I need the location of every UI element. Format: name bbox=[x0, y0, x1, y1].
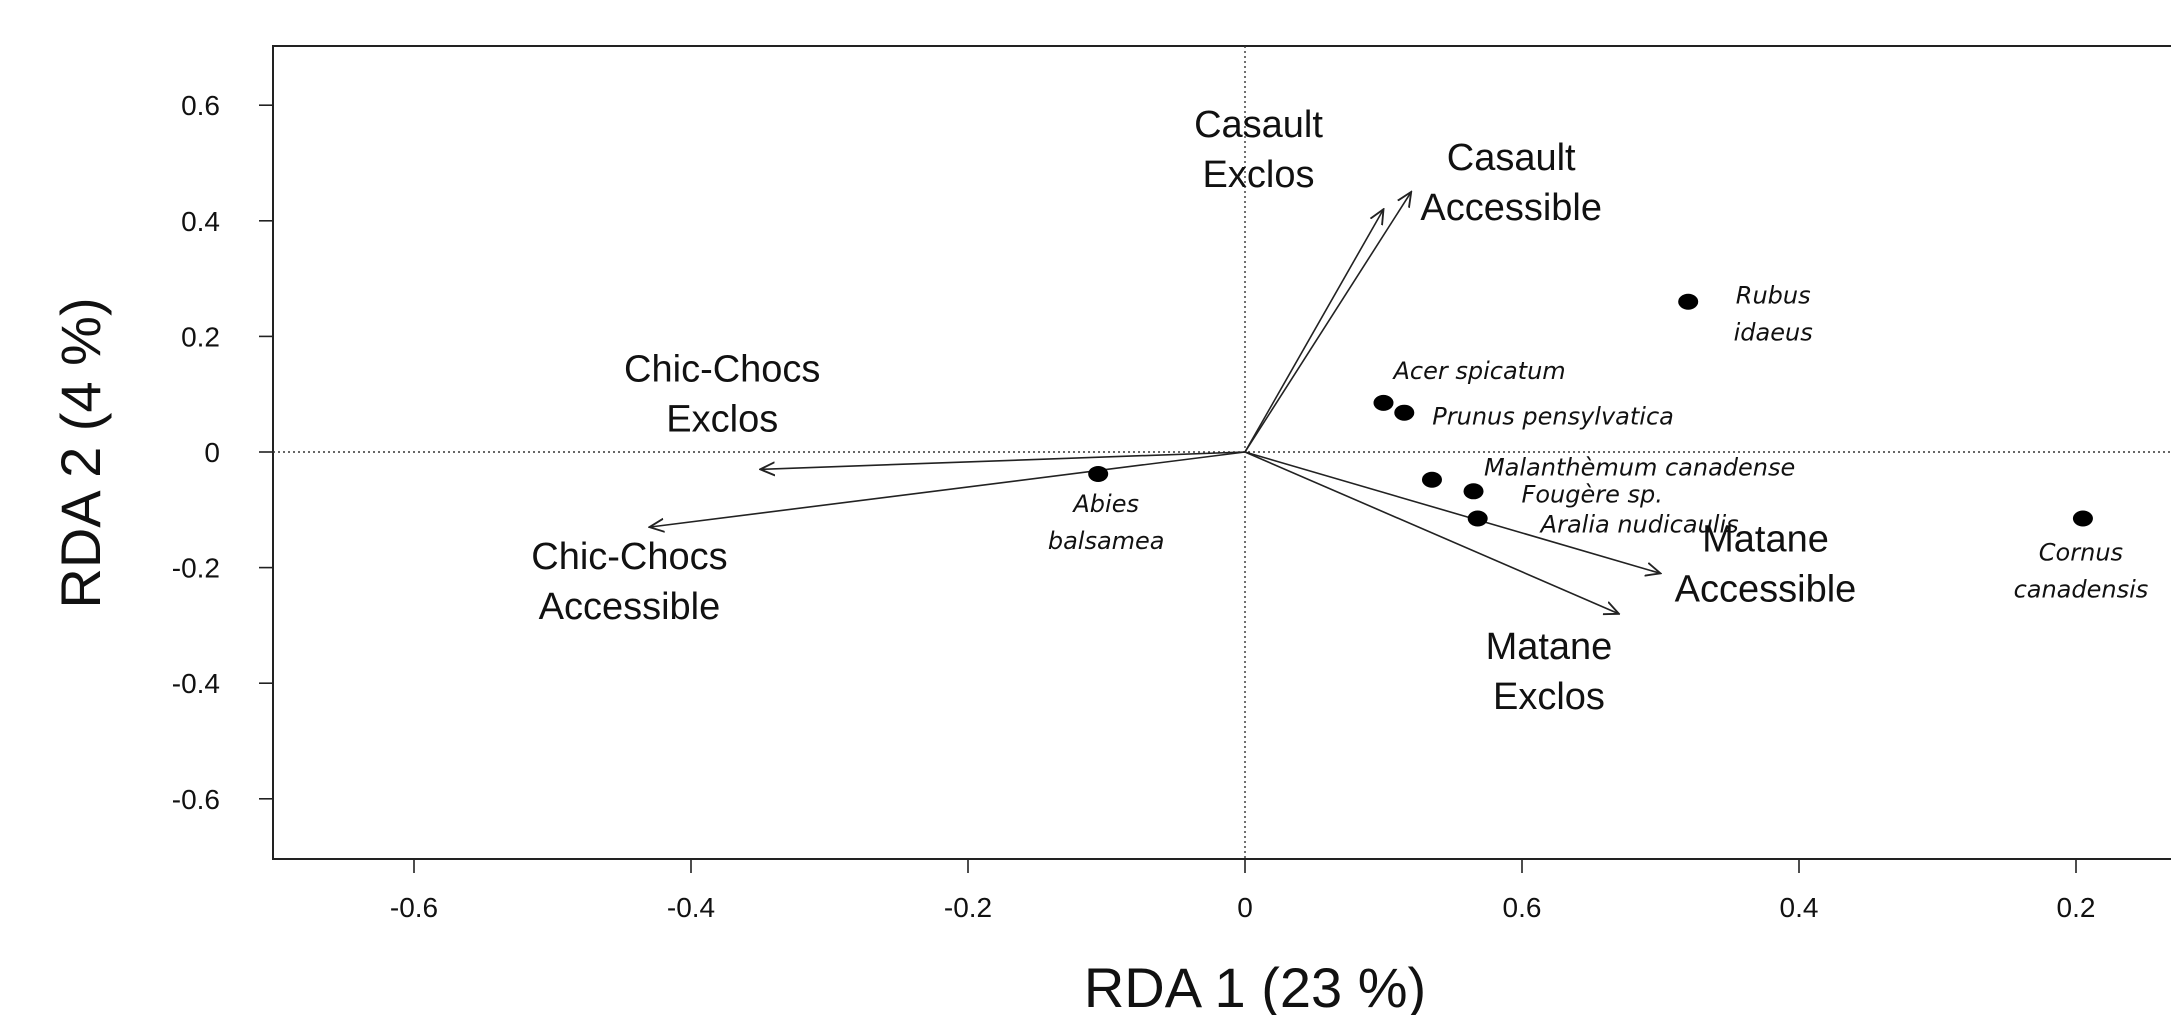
species-point bbox=[1394, 404, 1415, 421]
x-tick-label: 0 bbox=[1237, 892, 1253, 923]
vector-arrow bbox=[760, 451, 1246, 469]
x-tick-label: -0.6 bbox=[390, 892, 438, 923]
y-tick-label: -0.4 bbox=[172, 668, 220, 699]
vector-label: Matane Accessible bbox=[1675, 518, 1857, 610]
vector-label: Chic-Chocs Exclos bbox=[624, 348, 820, 440]
x-tick-label: 0.6 bbox=[1503, 892, 1542, 923]
species-label: Fougère sp. bbox=[1522, 480, 1663, 508]
x-tick-label: -0.4 bbox=[667, 892, 715, 923]
vector-arrow bbox=[1244, 192, 1411, 453]
species-point bbox=[1463, 483, 1484, 500]
species-points: Rubus idaeus Acer spicatum Prunus pensylvat… bbox=[1048, 282, 2148, 604]
species-point bbox=[1373, 394, 1394, 411]
x-tick-label: 0.2 bbox=[2057, 892, 2096, 923]
vector-label: Chic-Chocs Accessible bbox=[531, 536, 727, 628]
x-axis: -0.6 -0.4 -0.2 0 0.6 0.4 0.2 bbox=[390, 859, 2096, 923]
vector-label: Matane Exclos bbox=[1486, 626, 1613, 718]
vector-arrow bbox=[1244, 451, 1619, 614]
species-label: Prunus pensylvatica bbox=[1432, 403, 1674, 431]
y-tick-label: -0.6 bbox=[172, 784, 220, 815]
species-label: Malanthèmum canadense bbox=[1484, 454, 1795, 482]
species-label: Rubus idaeus bbox=[1734, 282, 1813, 347]
vector-arrow bbox=[1244, 209, 1384, 453]
y-tick-label: 0.2 bbox=[181, 321, 220, 352]
species-label: Cornus canadensis bbox=[2014, 538, 2149, 603]
y-tick-label: -0.2 bbox=[172, 553, 220, 584]
vector-arrow bbox=[1244, 451, 1661, 573]
species-point bbox=[2072, 510, 2093, 527]
species-label: Aralia nudicaulis bbox=[1539, 510, 1739, 538]
environment-vectors: Casault Exclos Casault Accessible Chic-Chocs… bbox=[531, 104, 1856, 718]
y-axis-title: RDA 2 (4 %) bbox=[49, 297, 112, 608]
species-point bbox=[1421, 471, 1442, 488]
species-point bbox=[1678, 293, 1699, 310]
species-label: Abies balsamea bbox=[1048, 490, 1165, 555]
x-tick-label: -0.2 bbox=[944, 892, 992, 923]
vector-arrow bbox=[649, 451, 1246, 527]
species-point bbox=[1467, 510, 1488, 527]
y-tick-label: 0.6 bbox=[181, 90, 220, 121]
y-axis: 0.6 0.4 0.2 0 -0.2 -0.4 -0.6 bbox=[172, 90, 273, 815]
y-tick-label: 0.4 bbox=[181, 206, 220, 237]
species-point bbox=[1088, 465, 1109, 482]
species-label: Acer spicatum bbox=[1392, 357, 1566, 385]
vector-label: Casault Exclos bbox=[1194, 104, 1323, 196]
x-tick-label: 0.4 bbox=[1780, 892, 1819, 923]
y-tick-label: 0 bbox=[204, 437, 220, 468]
vector-label: Casault Accessible bbox=[1420, 137, 1602, 229]
x-axis-title: RDA 1 (23 %) bbox=[1084, 956, 1426, 1015]
